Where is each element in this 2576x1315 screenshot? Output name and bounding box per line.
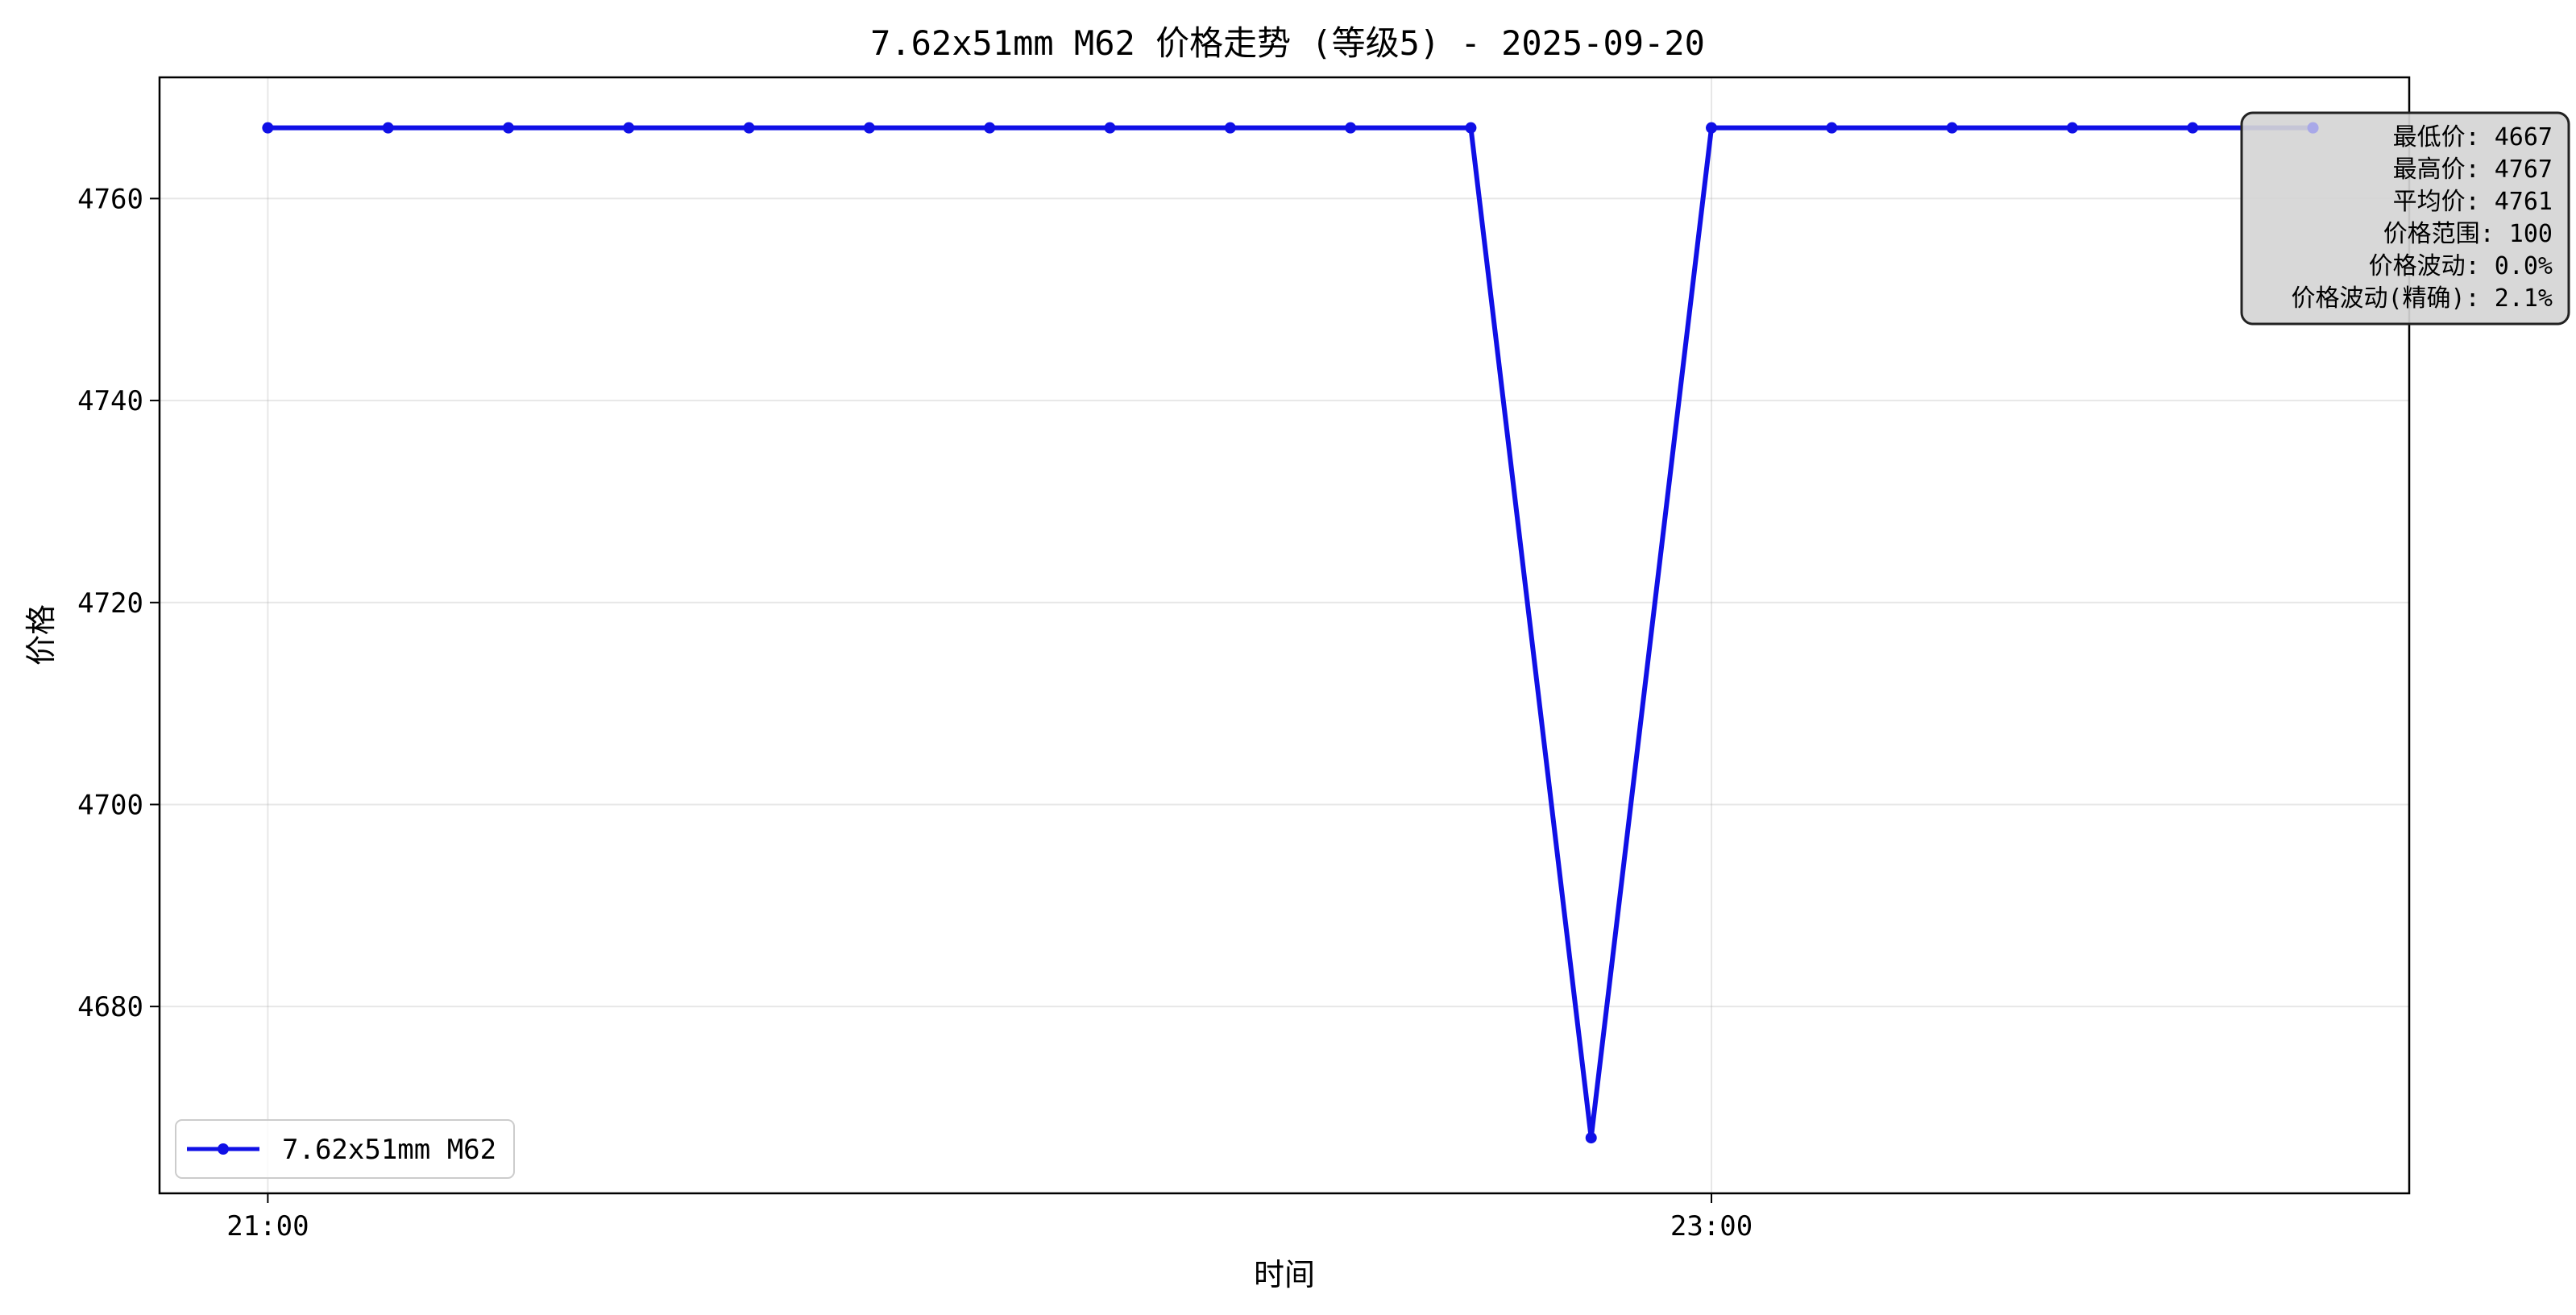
series-line (268, 125, 2313, 1139)
stats-average-price: 平均价: 4761 (2393, 188, 2553, 216)
stats-volatility-precise: 价格波动(精确): 2.1% (2292, 284, 2553, 313)
y-tick-label: 4680 (77, 991, 143, 1023)
series-point (2187, 122, 2199, 134)
series-layer (262, 122, 2319, 1144)
series-point (502, 122, 514, 134)
series-point-overlapped (2307, 122, 2319, 134)
series-point (262, 122, 274, 134)
legend-marker-swatch (218, 1143, 229, 1155)
series-point (1826, 122, 1838, 134)
series-point (1224, 122, 1236, 134)
y-tick-label: 4760 (77, 183, 143, 215)
x-tick-label: 21:00 (226, 1210, 309, 1242)
series-point (863, 122, 875, 134)
series-point (1465, 122, 1477, 134)
legend-box (175, 1119, 515, 1179)
y-axis-label: 价格 (23, 604, 59, 666)
stats-min-price: 最低价: 4667 (2393, 123, 2553, 151)
y-tick-label: 4740 (77, 385, 143, 417)
x-axis-label: 时间 (1254, 1257, 1315, 1292)
plot-frame (158, 76, 2411, 1195)
y-tick-label: 4700 (77, 789, 143, 821)
series-point (2066, 122, 2078, 134)
stats-annotation: 最低价: 4667 最高价: 4767 平均价: 4761 价格范围: 100 … (2240, 111, 2570, 326)
stats-price-range: 价格范围: 100 (2383, 220, 2553, 248)
series-point (1706, 122, 1718, 134)
chart-title: 7.62x51mm M62 价格走势 (等级5) - 2025-09-20 (870, 23, 1705, 63)
stats-volatility: 价格波动: 0.0% (2369, 252, 2553, 280)
legend: 7.62x51mm M62 (175, 1119, 515, 1179)
series-point (984, 122, 996, 134)
y-tick-label: 4720 (77, 587, 143, 620)
series-point (1345, 122, 1357, 134)
series-point (382, 122, 394, 134)
grid-lines (160, 77, 2409, 1193)
axes: 4680 4700 4720 4740 4760 21:00 23:00 (77, 183, 1753, 1242)
stats-box (2240, 111, 2570, 326)
series-point (1585, 1132, 1597, 1144)
legend-series-label: 7.62x51mm M62 (282, 1134, 496, 1166)
series-point (623, 122, 635, 134)
series-point (1104, 122, 1116, 134)
series-point (743, 122, 755, 134)
stats-max-price: 最高价: 4767 (2393, 156, 2553, 184)
x-tick-label: 23:00 (1670, 1210, 1753, 1242)
series-point (1946, 122, 1958, 134)
